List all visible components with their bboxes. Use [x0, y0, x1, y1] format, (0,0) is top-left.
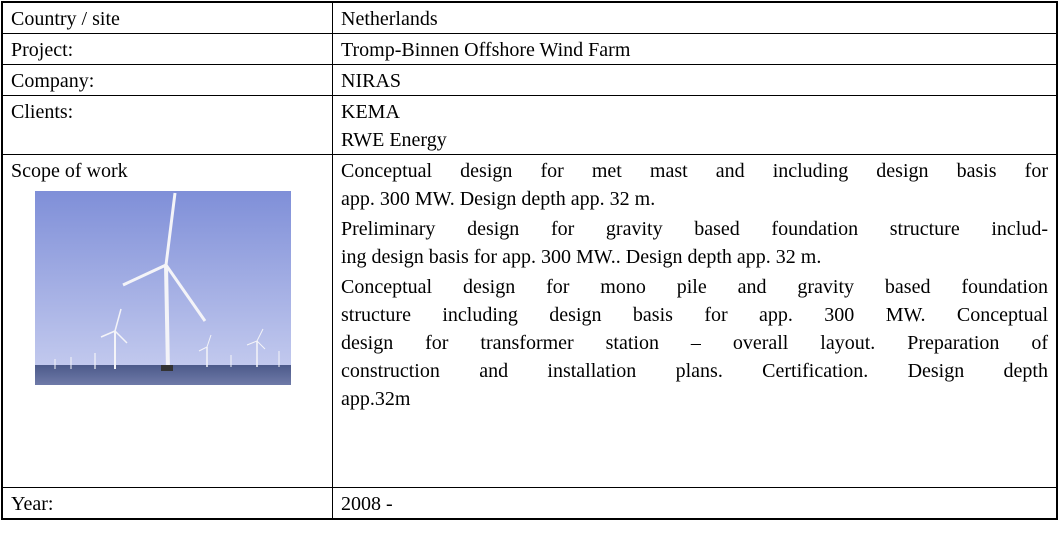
label-cell: Company:: [2, 65, 333, 96]
table-row: Country / site Netherlands: [2, 2, 1057, 34]
table-body: Country / site Netherlands Project: Tromp-B…: [2, 2, 1057, 519]
scope-line: app.32m: [341, 385, 1048, 413]
scope-line: structure including design basis for app…: [341, 301, 1048, 329]
table-row: Scope of work Conceptual design for met …: [2, 155, 1057, 488]
table-row: Company: NIRAS: [2, 65, 1057, 96]
scope-paragraph: Preliminary design for gravity based fou…: [341, 215, 1048, 271]
scope-line: ing design basis for app. 300 MW.. Desig…: [341, 243, 1048, 271]
label-cell: Scope of work: [2, 155, 333, 488]
value-line: Netherlands: [341, 5, 1048, 33]
row-label: Country / site: [11, 5, 324, 33]
value-line: KEMA: [341, 98, 1048, 126]
table-row: Project: Tromp-Binnen Offshore Wind Farm: [2, 34, 1057, 65]
wind-farm-photo: [35, 191, 291, 385]
row-label: Project:: [11, 36, 324, 64]
label-cell: Year:: [2, 488, 333, 520]
value-cell: 2008 -: [333, 488, 1058, 520]
scope-line: Preliminary design for gravity based fou…: [341, 215, 1048, 243]
value-cell: NIRAS: [333, 65, 1058, 96]
value-cell: Netherlands: [333, 2, 1058, 34]
label-cell: Country / site: [2, 2, 333, 34]
page: Country / site Netherlands Project: Tromp-B…: [0, 0, 1061, 534]
scope-line: app. 300 MW. Design depth app. 32 m.: [341, 185, 1048, 213]
value-line: NIRAS: [341, 67, 1048, 95]
scope-paragraph: Conceptual design for mono pile and grav…: [341, 273, 1048, 413]
scope-line: construction and installation plans. Cer…: [341, 357, 1048, 385]
scope-line: Conceptual design for met mast and inclu…: [341, 157, 1048, 185]
row-label: Scope of work: [11, 157, 324, 185]
scope-paragraph: Conceptual design for met mast and inclu…: [341, 157, 1048, 213]
value-line: 2008 -: [341, 490, 1048, 518]
table-row: Year: 2008 -: [2, 488, 1057, 520]
scope-line: design for transformer station – overall…: [341, 329, 1048, 357]
value-line: RWE Energy: [341, 126, 1048, 154]
value-cell: Tromp-Binnen Offshore Wind Farm: [333, 34, 1058, 65]
scope-line: Conceptual design for mono pile and grav…: [341, 273, 1048, 301]
row-label: Company:: [11, 67, 324, 95]
project-table: Country / site Netherlands Project: Tromp-B…: [1, 1, 1058, 520]
label-cell: Clients:: [2, 96, 333, 155]
label-cell: Project:: [2, 34, 333, 65]
row-label: Clients:: [11, 98, 324, 126]
value-line: Tromp-Binnen Offshore Wind Farm: [341, 36, 1048, 64]
value-cell: Conceptual design for met mast and inclu…: [333, 155, 1058, 488]
row-label: Year:: [11, 490, 324, 518]
